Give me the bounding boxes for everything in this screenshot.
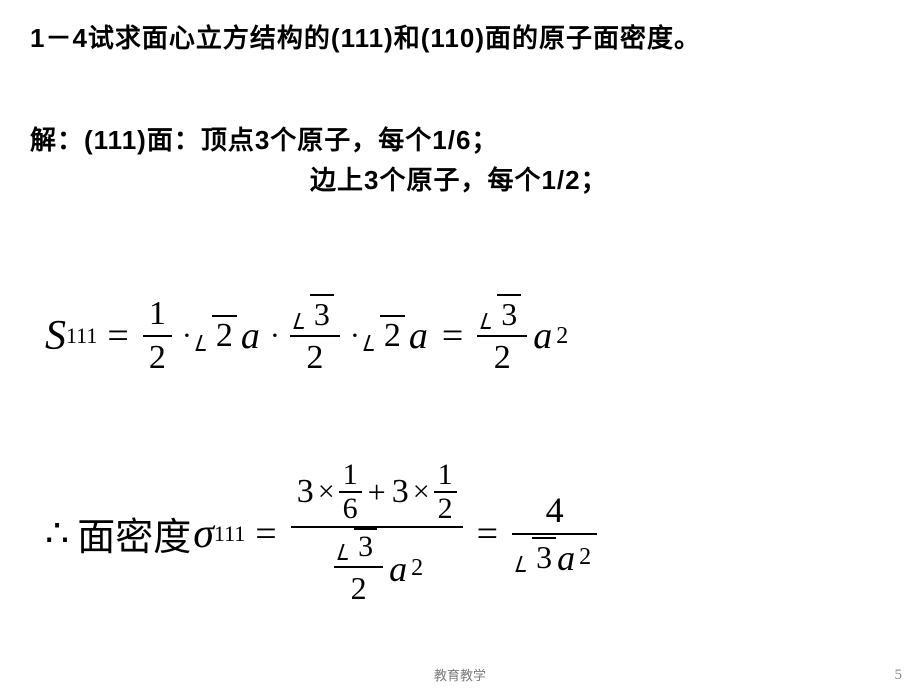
var-a: a (557, 537, 575, 579)
page-number: 5 (895, 667, 903, 684)
radicand: 2 (380, 315, 405, 354)
denominator: 2 (334, 568, 383, 607)
fraction-1-2: 1 2 (434, 460, 457, 524)
numerator: 3 (290, 296, 340, 335)
big-fraction-left: 3 × 1 6 + 3 × 1 2 (291, 460, 463, 607)
numerator: 4 (512, 489, 597, 533)
exponent-2: 2 (411, 555, 423, 582)
term-3a: 3 (297, 473, 314, 511)
solution-line-1: 解：(111)面：顶点3个原子，每个1/6； (30, 120, 498, 157)
denominator: 2 (290, 337, 340, 377)
term-3b: 3 (392, 473, 409, 511)
var-a: a (389, 548, 407, 590)
numerator: 3 (334, 530, 383, 566)
footer-watermark: 教育教学 (434, 665, 486, 684)
sqrt3: 3 (518, 539, 556, 576)
denominator: 6 (339, 493, 362, 524)
cdot: · (182, 319, 192, 353)
big-fraction-right: 4 3a2 (512, 489, 597, 579)
subscript-111: 111 (214, 521, 245, 547)
equals-sign: = (442, 314, 463, 358)
equation-sigma111: ∴ 面密度 σ111 = 3 × 1 6 + 3 × 1 (45, 460, 805, 670)
subscript-111: 111 (66, 323, 97, 349)
var-a-rhs: a (533, 314, 552, 358)
radicand: 3 (497, 294, 521, 332)
sqrt3: 3 (483, 296, 521, 333)
exponent-2: 2 (556, 323, 568, 350)
problem-statement: 1－4试求面心立方结构的(111)和(110)面的原子面密度。 (30, 18, 701, 55)
var-a-2: a (409, 314, 428, 358)
sqrt2-1: 2 (198, 317, 237, 355)
fraction-half-1: 1 2 (143, 295, 172, 377)
radicand: 2 (212, 315, 237, 354)
radicand: 3 (310, 294, 334, 332)
fraction-sqrt3-over-2-1: 3 2 (290, 296, 340, 377)
big-denominator: 3 2 a2 (291, 528, 463, 607)
label-areal-density: 面密度 (77, 506, 191, 561)
denominator: 2 (434, 493, 457, 524)
sqrt3: 3 (296, 296, 334, 333)
times-sign: × (318, 475, 335, 509)
equals-sign: = (255, 512, 276, 556)
fraction-sqrt3-2: 3 2 (334, 530, 383, 607)
big-numerator: 3 × 1 6 + 3 × 1 2 (291, 460, 463, 526)
numerator: 1 (143, 295, 172, 335)
equals-sign: = (107, 314, 128, 358)
var-a-1: a (241, 314, 260, 358)
equation-s111: S111 = 1 2 · 2a · 3 2 · 2a = 3 2 a2 (45, 295, 805, 405)
exponent-2: 2 (579, 544, 591, 571)
radicand: 3 (354, 528, 377, 563)
cdot: · (270, 319, 280, 353)
times-sign: × (413, 475, 430, 509)
numerator: 3 (477, 296, 527, 335)
symbol-sigma: σ (193, 510, 214, 558)
fraction-sqrt3-over-2-2: 3 2 (477, 296, 527, 377)
sqrt3: 3 (340, 530, 377, 564)
solution-line-2: 边上3个原子，每个1/2； (310, 160, 608, 197)
symbol-S: S (45, 312, 66, 360)
denominator: 2 (143, 337, 172, 377)
denominator: 3a2 (512, 535, 597, 579)
therefore-symbol: ∴ (45, 511, 69, 556)
numerator: 1 (434, 460, 457, 491)
equals-sign: = (477, 512, 498, 556)
radicand: 3 (532, 537, 556, 575)
numerator: 1 (339, 460, 362, 491)
cdot: · (350, 319, 360, 353)
sqrt2-2: 2 (366, 317, 405, 355)
fraction-1-6: 1 6 (339, 460, 362, 524)
plus-sign: + (368, 474, 386, 511)
denominator: 2 (477, 337, 527, 377)
